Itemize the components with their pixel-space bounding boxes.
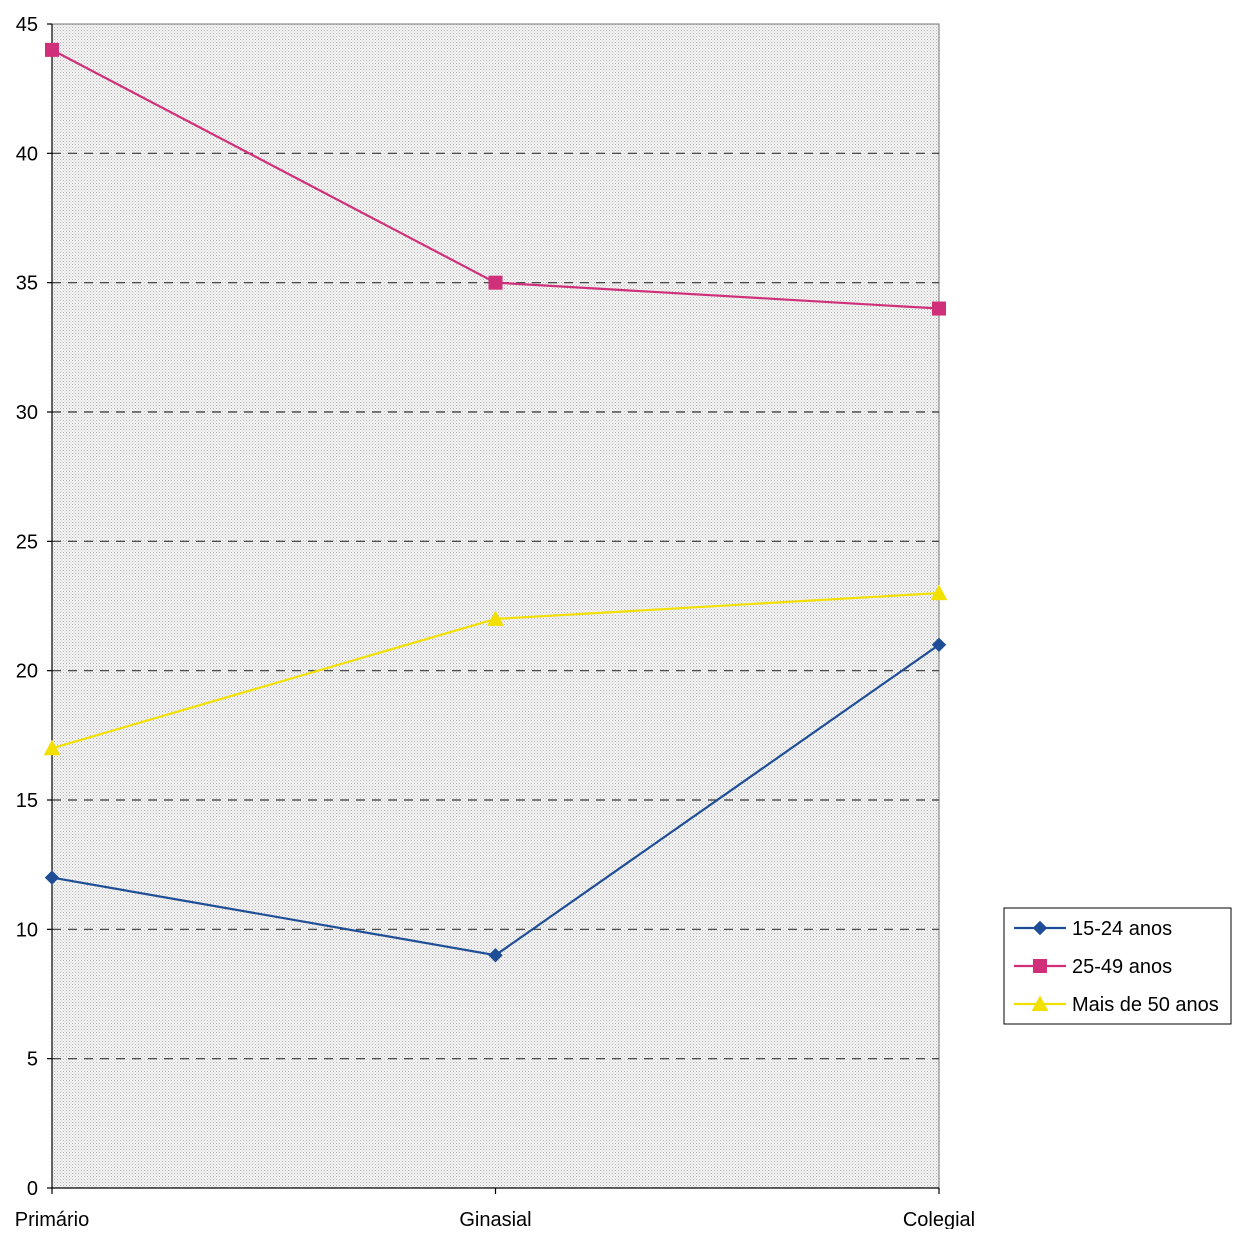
legend-marker-0 [1032, 920, 1048, 936]
legend: 15-24 anos 25-49 anos Mais de 50 anos [1003, 907, 1232, 1025]
y-tick-label-40: 40 [16, 143, 38, 165]
series-1 [45, 42, 946, 316]
legend-marker-1 [1033, 959, 1047, 973]
data-point-0-0 [44, 870, 60, 885]
x-tick-label-0: Primário [15, 1209, 89, 1229]
legend-item-0: 15-24 anos [1014, 918, 1172, 940]
y-tick-label-15: 15 [16, 790, 38, 812]
legend-item-1: 25-49 anos [1014, 956, 1172, 978]
series-2 [43, 584, 948, 756]
y-tick-label-10: 10 [16, 919, 38, 941]
plot-area [51, 23, 940, 1189]
y-tick-label-30: 30 [16, 402, 38, 424]
legend-label-2: Mais de 50 anos [1072, 994, 1219, 1016]
axes: 0 5 10 15 20 25 30 35 40 45 Primário Ginasial Colegi… [15, 14, 975, 1231]
legend-marker-2 [1031, 995, 1049, 1011]
y-tick-label-25: 25 [16, 531, 38, 553]
data-point-2-0 [43, 739, 61, 756]
series-group [43, 42, 948, 963]
data-point-0-2 [931, 637, 947, 653]
y-tick-label-45: 45 [16, 14, 38, 36]
y-tick-label-35: 35 [16, 273, 38, 295]
x-tick-label-2: Colegial [903, 1209, 975, 1229]
data-point-1-1 [488, 275, 503, 290]
legend-label-0: 15-24 anos [1072, 918, 1172, 940]
legend-label-1: 25-49 anos [1072, 956, 1172, 978]
data-point-1-2 [932, 301, 946, 316]
data-point-0-1 [488, 947, 503, 963]
data-point-2-1 [487, 610, 504, 626]
gridlines [52, 152, 939, 1060]
data-point-2-2 [930, 584, 948, 601]
data-point-1-0 [45, 42, 59, 57]
series-0 [44, 637, 947, 963]
y-tick-label-0: 0 [27, 1178, 38, 1200]
y-tick-label-20: 20 [16, 661, 38, 683]
y-tick-label-5: 5 [27, 1049, 38, 1071]
x-tick-label-1: Ginasial [459, 1209, 531, 1229]
legend-item-2: Mais de 50 anos [1014, 994, 1219, 1016]
